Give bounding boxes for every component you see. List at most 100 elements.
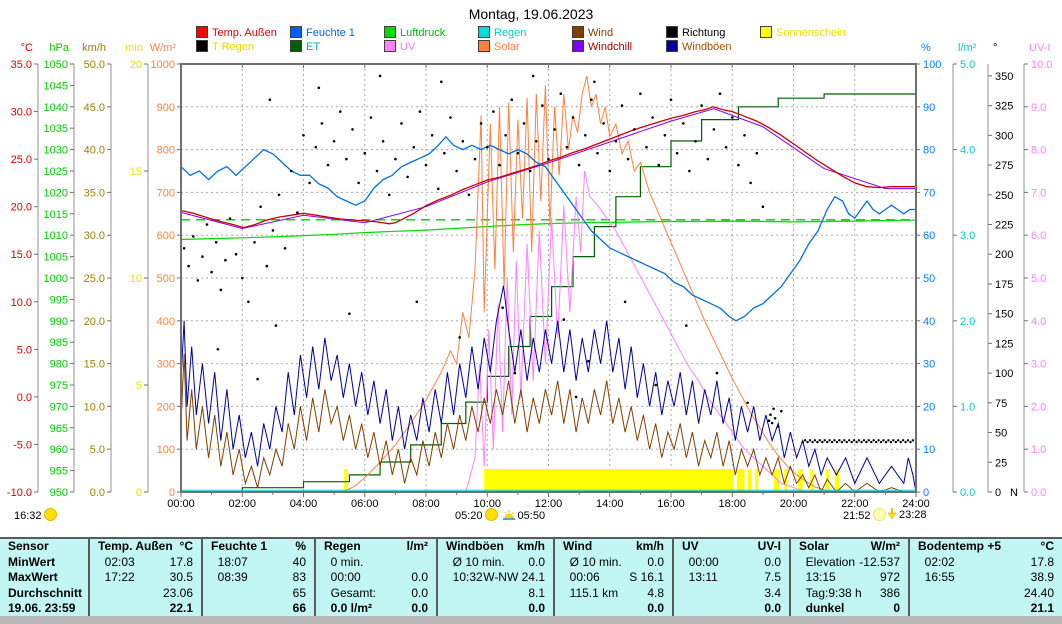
table-cell-row-1: 13:15 972 xyxy=(799,570,900,585)
svg-text:970: 970 xyxy=(50,401,68,413)
svg-text:35.0: 35.0 xyxy=(11,59,32,71)
sunshine-bar xyxy=(747,469,752,491)
legend-label: Wind xyxy=(588,27,614,39)
svg-text:20: 20 xyxy=(130,59,142,71)
legend-label: Feuchte 1 xyxy=(306,27,355,39)
svg-text:1040: 1040 xyxy=(44,102,68,114)
table-column-uv: UV UV-I 00:00 0.0 13:11 7.5 3.4 0.0 xyxy=(672,539,789,618)
svg-text:90: 90 xyxy=(923,102,935,114)
sensor-summary-table: Sensor MinWert MaxWert Durchschnitt 19.06. 2… xyxy=(0,537,1062,618)
svg-text:6.0: 6.0 xyxy=(1031,230,1046,242)
svg-text:0.0: 0.0 xyxy=(1031,487,1046,499)
svg-text:N: N xyxy=(1010,487,1018,499)
table-column-wind: Wind km/h Ø 10 min. 0.0 00:06 S 16.1 115.1 … xyxy=(553,539,672,618)
svg-text:350: 350 xyxy=(995,71,1013,83)
table-cell-row-0: 0 min. xyxy=(324,554,364,569)
table-cell-row-1: 00:06 S 16.1 xyxy=(563,570,664,585)
svg-text:l/m²: l/m² xyxy=(958,42,977,54)
sunrise-icon xyxy=(502,510,515,520)
series-wind xyxy=(180,354,916,494)
legend-item-windchill: Windchill xyxy=(572,40,632,53)
sunset-time: 21:52 xyxy=(843,510,871,522)
legend-item-et: ET xyxy=(290,40,320,53)
svg-text:hPa: hPa xyxy=(49,42,69,54)
svg-text:5.0: 5.0 xyxy=(1031,273,1046,285)
table-cell-row-2: 23.06 xyxy=(162,585,193,600)
table-cell-row-1: 13:11 7.5 xyxy=(682,570,781,585)
svg-text:40.0: 40.0 xyxy=(84,145,105,157)
table-cell-row-3: 0.0 l/m² 0.0 xyxy=(324,601,428,616)
series-luftdruck xyxy=(180,219,917,241)
table-cell-row-2: 65 xyxy=(292,585,306,600)
svg-text:25.0: 25.0 xyxy=(84,273,105,285)
svg-text:15.0: 15.0 xyxy=(11,249,32,261)
table-cell-row-1: 08:39 83 xyxy=(211,570,306,585)
svg-text:5.0: 5.0 xyxy=(90,444,105,456)
svg-text:200: 200 xyxy=(157,401,175,413)
table-column-sensor: Sensor MinWert MaxWert Durchschnitt 19.06. 2… xyxy=(0,539,88,618)
legend-label: Windböen xyxy=(682,41,732,53)
svg-text:0: 0 xyxy=(169,487,175,499)
svg-text:8.0: 8.0 xyxy=(1031,145,1046,157)
legend-item-sonnenschein: Sonnenschein xyxy=(760,26,846,39)
svg-text:80: 80 xyxy=(923,145,935,157)
svg-text:980: 980 xyxy=(50,359,68,371)
sunshine-bar xyxy=(755,469,759,491)
svg-text:1050: 1050 xyxy=(44,59,68,71)
series-uv xyxy=(465,170,916,493)
svg-text:30: 30 xyxy=(923,359,935,371)
column-header: Wind km/h xyxy=(563,539,664,553)
svg-text:1030: 1030 xyxy=(44,145,68,157)
legend-swatch xyxy=(384,40,396,52)
series-temp-au-en xyxy=(180,106,916,229)
svg-text:275: 275 xyxy=(995,160,1013,172)
legend-label: UV xyxy=(400,41,416,53)
svg-text:%: % xyxy=(921,42,931,54)
legend-label: Regen xyxy=(494,27,527,39)
svg-text:°: ° xyxy=(993,42,997,54)
svg-text:800: 800 xyxy=(157,145,175,157)
legend-item-richtung: Richtung xyxy=(666,26,725,39)
svg-text:UV-I: UV-I xyxy=(1029,42,1050,54)
svg-text:100: 100 xyxy=(995,368,1013,380)
legend-swatch xyxy=(384,26,396,38)
table-cell-row-2: 3.4 xyxy=(764,585,781,600)
svg-text:985: 985 xyxy=(50,337,68,349)
svg-text:min: min xyxy=(125,42,143,54)
table-cell-row-1: 16:55 38.9 xyxy=(918,570,1054,585)
table-column-windb-en: Windböen km/h Ø 10 min. 0.0 10:32 W-NW 24.1… xyxy=(436,539,553,618)
svg-text:5.0: 5.0 xyxy=(17,344,32,356)
svg-text:250: 250 xyxy=(995,190,1013,202)
legend-label: ET xyxy=(306,41,321,53)
svg-text:600: 600 xyxy=(157,230,175,242)
svg-text:3.0: 3.0 xyxy=(960,230,975,242)
svg-text:200: 200 xyxy=(995,249,1013,261)
svg-text:2.0: 2.0 xyxy=(1031,401,1046,413)
svg-text:0.0: 0.0 xyxy=(17,392,32,404)
table-column-bodentemp-5: Bodentemp +5 °C 02:02 17.8 16:55 38.9 24.40 2… xyxy=(908,539,1062,618)
svg-text:1000: 1000 xyxy=(44,273,68,285)
day-length-annotation: 16:32 xyxy=(14,508,59,523)
legend-label: Solar xyxy=(494,41,520,53)
svg-text:4.0: 4.0 xyxy=(1031,316,1046,328)
table-cell-row-3: 19.06. 23:59 xyxy=(8,601,76,616)
sunshine-bar xyxy=(736,469,745,491)
table-cell-row-2: Durchschnitt xyxy=(8,585,83,600)
svg-text:955: 955 xyxy=(50,466,68,478)
legend-swatch xyxy=(760,26,772,38)
svg-text:20: 20 xyxy=(923,401,935,413)
svg-text:02:00: 02:00 xyxy=(228,498,256,510)
svg-text:20.0: 20.0 xyxy=(11,202,32,214)
column-header: Sensor xyxy=(8,539,49,553)
svg-text:300: 300 xyxy=(995,130,1013,142)
legend-item-feuchte-1: Feuchte 1 xyxy=(290,26,355,39)
svg-text:100: 100 xyxy=(923,59,941,71)
svg-text:10:00: 10:00 xyxy=(473,498,501,510)
svg-text:50: 50 xyxy=(923,273,935,285)
svg-text:25.0: 25.0 xyxy=(11,154,32,166)
svg-text:9.0: 9.0 xyxy=(1031,102,1046,114)
column-header: Regen l/m² xyxy=(324,539,428,553)
svg-text:24:00: 24:00 xyxy=(902,498,930,510)
table-cell-row-0: 02:03 17.8 xyxy=(98,554,193,569)
table-cell-row-2: Tag:9:38 h 386 xyxy=(799,585,900,600)
